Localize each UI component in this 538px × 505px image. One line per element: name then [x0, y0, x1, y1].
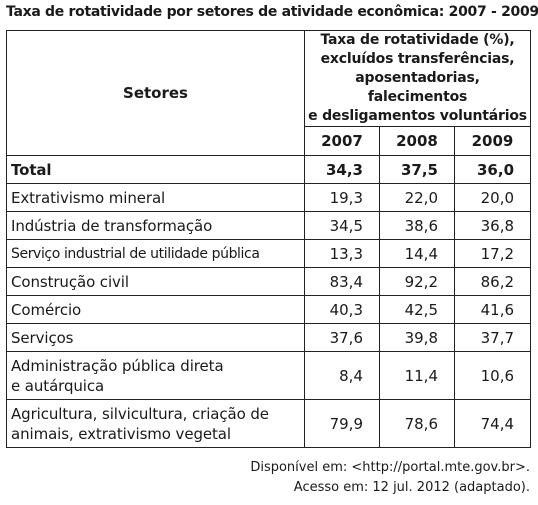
sector-name-line: Agricultura, silvicultura, criação de: [11, 404, 269, 423]
table-row: Construção civil 83,4 92,2 86,2: [6, 267, 532, 296]
sector-name-line: Administração pública direta: [11, 356, 224, 375]
value-cell: 37,6: [304, 323, 380, 352]
turnover-table: Setores Taxa de rotatividade (%), excluí…: [6, 30, 532, 448]
value-cell: 92,2: [379, 267, 455, 296]
value-cell: 36,8: [453, 211, 532, 240]
source-access-line: Acesso em: 12 jul. 2012 (adaptado).: [293, 480, 530, 495]
source-note: Disponível em: <http://portal.mte.gov.br…: [250, 458, 530, 498]
value-cell: 37,5: [379, 155, 455, 184]
sector-name: Extrativismo mineral: [6, 183, 305, 212]
table-title: Taxa de rotatividade por setores de ativ…: [6, 4, 538, 20]
table-row: Indústria de transformação 34,5 38,6 36,…: [6, 211, 532, 240]
year-header-2008: 2008: [379, 126, 455, 156]
value-cell: 74,4: [453, 399, 532, 448]
table-row: Extrativismo mineral 19,3 22,0 20,0: [6, 183, 532, 212]
sector-name: Serviços: [6, 323, 305, 352]
value-cell: 36,0: [453, 155, 532, 184]
value-cell: 8,4: [304, 351, 380, 400]
value-cell: 13,3: [304, 239, 380, 268]
sector-name: Comércio: [6, 295, 305, 324]
sector-name: Construção civil: [6, 267, 305, 296]
value-cell: 41,6: [453, 295, 532, 324]
group-header-line: Taxa de rotatividade (%),: [320, 32, 515, 48]
year-header-2007: 2007: [304, 126, 380, 156]
value-cell: 20,0: [453, 183, 532, 212]
group-header-line: excluídos transferências,: [320, 51, 515, 67]
value-cell: 37,7: [453, 323, 532, 352]
value-cell: 34,5: [304, 211, 380, 240]
rate-group-header: Taxa de rotatividade (%), excluídos tran…: [303, 30, 532, 127]
sector-name: Agricultura, silvicultura, criação de an…: [6, 399, 305, 448]
sector-name-line: animais, extrativismo vegetal: [11, 424, 231, 443]
sector-column-header: Setores: [6, 30, 305, 156]
sector-name: Total: [6, 155, 305, 184]
sector-name: Serviço industrial de utilidade pública: [6, 239, 305, 268]
table-row: Serviços 37,6 39,8 37,7: [6, 323, 532, 352]
table-row: Agricultura, silvicultura, criação de an…: [6, 399, 532, 448]
value-cell: 11,4: [379, 351, 455, 400]
value-cell: 78,6: [379, 399, 455, 448]
value-cell: 10,6: [453, 351, 532, 400]
value-cell: 22,0: [379, 183, 455, 212]
value-cell: 83,4: [304, 267, 380, 296]
value-cell: 14,4: [379, 239, 455, 268]
value-cell: 17,2: [453, 239, 532, 268]
value-cell: 42,5: [379, 295, 455, 324]
table-row-total: Total 34,3 37,5 36,0: [6, 155, 532, 184]
value-cell: 79,9: [304, 399, 380, 448]
sector-name-line: e autárquica: [11, 376, 105, 395]
year-header-2009: 2009: [453, 126, 532, 156]
source-url-line: Disponível em: <http://portal.mte.gov.br…: [250, 460, 530, 475]
table-row: Administração pública direta e autárquic…: [6, 351, 532, 400]
group-header-line: e desligamentos voluntários: [308, 108, 527, 124]
sector-name: Administração pública direta e autárquic…: [6, 351, 305, 400]
value-cell: 39,8: [379, 323, 455, 352]
table-row: Comércio 40,3 42,5 41,6: [6, 295, 532, 324]
table-row: Serviço industrial de utilidade pública …: [6, 239, 532, 268]
value-cell: 38,6: [379, 211, 455, 240]
value-cell: 40,3: [304, 295, 380, 324]
value-cell: 34,3: [304, 155, 380, 184]
value-cell: 86,2: [453, 267, 532, 296]
group-header-line: aposentadorias, falecimentos: [355, 70, 480, 105]
sector-name: Indústria de transformação: [6, 211, 305, 240]
value-cell: 19,3: [304, 183, 380, 212]
